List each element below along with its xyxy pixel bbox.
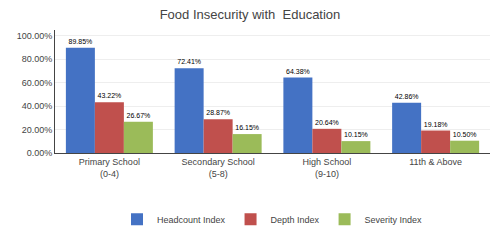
svg-text:Headcount Index: Headcount Index xyxy=(157,215,226,225)
svg-text:11th & Above: 11th & Above xyxy=(409,157,462,167)
svg-text:Severity Index: Severity Index xyxy=(365,215,423,225)
svg-text:10.15%: 10.15% xyxy=(344,131,368,138)
svg-text:60.00%: 60.00% xyxy=(22,78,53,88)
svg-text:80.00%: 80.00% xyxy=(22,54,53,64)
svg-text:26.67%: 26.67% xyxy=(127,112,151,119)
svg-text:28.87%: 28.87% xyxy=(206,109,230,116)
svg-text:16.15%: 16.15% xyxy=(235,124,259,131)
svg-text:100.00%: 100.00% xyxy=(17,31,53,41)
svg-text:20.00%: 20.00% xyxy=(22,125,53,135)
svg-text:Depth Index: Depth Index xyxy=(271,215,320,225)
svg-text:64.38%: 64.38% xyxy=(286,68,310,75)
svg-text:High School(9-10): High School(9-10) xyxy=(303,157,352,179)
svg-text:10.50%: 10.50% xyxy=(453,131,477,138)
svg-text:72.41%: 72.41% xyxy=(177,58,201,65)
svg-text:0.00%: 0.00% xyxy=(27,148,53,158)
svg-text:Primary School(0-4): Primary School(0-4) xyxy=(79,157,140,179)
svg-text:43.22%: 43.22% xyxy=(98,92,122,99)
svg-text:42.86%: 42.86% xyxy=(395,93,419,100)
svg-text:40.00%: 40.00% xyxy=(22,101,53,111)
svg-text:Food Insecurity with Educatio: Food Insecurity with Education xyxy=(160,7,341,22)
svg-text:89.85%: 89.85% xyxy=(69,38,93,45)
svg-text:20.64%: 20.64% xyxy=(315,119,339,126)
svg-text:19.18%: 19.18% xyxy=(424,121,448,128)
svg-text:Secondary School(5-8): Secondary School(5-8) xyxy=(182,157,255,179)
